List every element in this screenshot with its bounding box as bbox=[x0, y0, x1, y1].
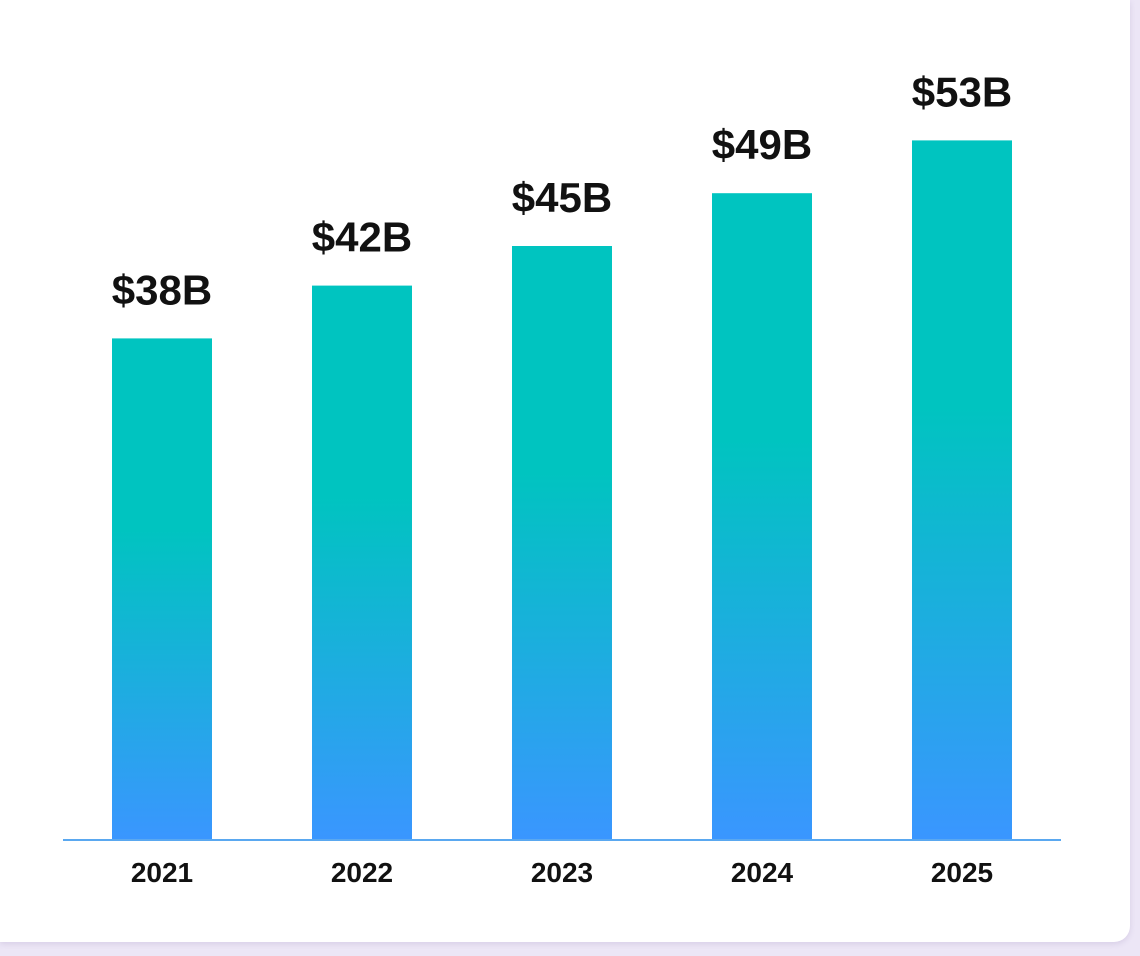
x-tick-label-2023: 2023 bbox=[531, 857, 593, 888]
value-label-2021: $38B bbox=[112, 266, 212, 313]
bar-2024 bbox=[712, 193, 812, 840]
x-tick-labels-layer: 2021 2022 2023 2024 2025 bbox=[131, 857, 993, 888]
bar-2021 bbox=[112, 338, 212, 840]
bar-2022 bbox=[312, 285, 412, 841]
bars-layer bbox=[112, 140, 1012, 841]
chart-card: $38B $42B $45B $49B $53B 2021 2022 2023 2024 202… bbox=[0, 0, 1130, 942]
value-label-2025: $53B bbox=[912, 68, 1012, 115]
x-tick-label-2021: 2021 bbox=[131, 857, 193, 888]
value-labels-layer: $38B $42B $45B $49B $53B bbox=[112, 68, 1012, 313]
value-label-2024: $49B bbox=[712, 121, 812, 168]
x-tick-label-2024: 2024 bbox=[731, 857, 794, 888]
bar-2025 bbox=[912, 140, 1012, 840]
bar-2023 bbox=[512, 246, 612, 840]
x-tick-label-2022: 2022 bbox=[331, 857, 393, 888]
value-label-2023: $45B bbox=[512, 174, 612, 221]
value-label-2022: $42B bbox=[312, 214, 412, 261]
x-tick-label-2025: 2025 bbox=[931, 857, 993, 888]
